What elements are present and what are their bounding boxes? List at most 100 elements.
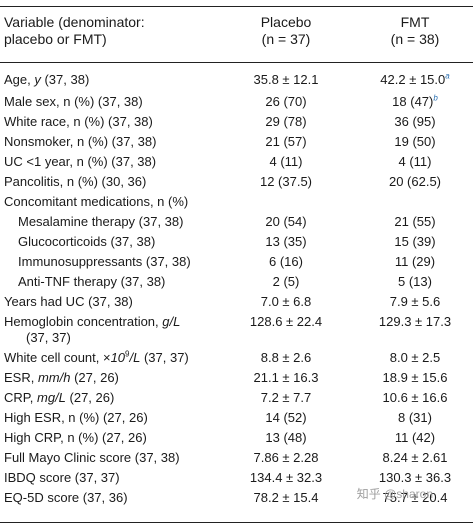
fmt-value: 130.3 ± 36.3: [360, 470, 470, 486]
row-label: UC <1 year, n (%) (37, 38): [4, 154, 156, 170]
row-label: EQ-5D score (37, 36): [4, 490, 128, 506]
fmt-value-text: 7.9 ± 5.6: [389, 294, 441, 309]
row-label-unit: /L: [129, 350, 141, 365]
fmt-value-text: 8.0 ± 2.5: [389, 350, 441, 365]
fmt-value: 75.7 ± 20.4: [360, 490, 470, 506]
fmt-value-text: 11 (29): [394, 254, 436, 269]
row-label-text: Pancolitis, n (%) (30, 36): [4, 174, 147, 189]
row-label-text: Age,: [4, 72, 35, 87]
placebo-value: 12 (37.5): [259, 174, 313, 189]
row-label: Hemoglobin concentration, g/L (37, 37): [4, 314, 180, 346]
placebo-value: 13 (48): [265, 430, 307, 445]
fmt-value: 20 (62.5): [360, 174, 470, 190]
placebo-value: 128.6 ± 22.4: [249, 314, 323, 329]
fmt-value-text: 36 (95): [394, 114, 436, 129]
fmt-value: 11 (42): [360, 430, 470, 446]
row-label-text: Anti-TNF therapy (37, 38): [18, 274, 166, 289]
row-label: Pancolitis, n (%) (30, 36): [4, 174, 146, 190]
fmt-value: 18.9 ± 15.6: [360, 370, 470, 386]
fmt-value-text: 18 (47): [392, 94, 434, 109]
row-label: Glucocorticoids (37, 38): [18, 234, 155, 250]
placebo-value: 29 (78): [265, 114, 307, 129]
fmt-value-text: 18.9 ± 15.6: [382, 370, 448, 385]
row-label: Male sex, n (%) (37, 38): [4, 94, 143, 110]
row-label-text: IBDQ score (37, 37): [4, 470, 120, 485]
row-label-text: EQ-5D score (37, 36): [4, 490, 128, 505]
header-variable-line1: Variable (denominator:: [4, 14, 145, 30]
row-label: CRP, mg/L (27, 26): [4, 390, 114, 406]
placebo-value: 7.86 ± 2.28: [253, 450, 319, 465]
fmt-value-text: 11 (42): [394, 430, 436, 445]
row-label-text: Hemoglobin concentration,: [4, 314, 163, 329]
row-label-text: (27, 26): [65, 390, 115, 405]
row-label: Full Mayo Clinic score (37, 38): [4, 450, 180, 466]
row-label: White cell count, ×109/L (37, 37): [4, 350, 189, 366]
row-label-text: High CRP, n (%) (27, 26): [4, 430, 147, 445]
fmt-value-text: 20 (62.5): [388, 174, 442, 189]
row-label-unit: 10: [110, 350, 126, 365]
fmt-value-text: 21 (55): [394, 214, 436, 229]
fmt-value: 36 (95): [360, 114, 470, 130]
row-label: High ESR, n (%) (27, 26): [4, 410, 148, 426]
header-fmt-line2: (n = 38): [390, 31, 440, 47]
placebo-value: 14 (52): [265, 410, 307, 425]
row-label-text: Years had UC (37, 38): [4, 294, 133, 309]
header-placebo-line2: (n = 37): [261, 31, 311, 47]
row-label-text: Mesalamine therapy (37, 38): [18, 214, 184, 229]
fmt-value: 42.2 ± 15.0a: [360, 72, 470, 88]
row-label-text: White cell count, ×: [4, 350, 111, 365]
row-label-text: UC <1 year, n (%) (37, 38): [4, 154, 157, 169]
row-label: Age, y (37, 38): [4, 72, 89, 88]
footnote-marker: a: [445, 71, 450, 81]
row-label-text: Glucocorticoids (37, 38): [18, 234, 156, 249]
fmt-value: 8.0 ± 2.5: [360, 350, 470, 366]
row-label: Years had UC (37, 38): [4, 294, 133, 310]
row-label-text: White race, n (%) (37, 38): [4, 114, 153, 129]
placebo-value: 2 (5): [272, 274, 300, 289]
fmt-value-text: 5 (13): [398, 274, 432, 289]
header-placebo-line1: Placebo: [260, 14, 312, 30]
row-label: IBDQ score (37, 37): [4, 470, 120, 486]
top-rule: [0, 6, 473, 7]
fmt-value: 129.3 ± 17.3: [360, 314, 470, 330]
row-label: High CRP, n (%) (27, 26): [4, 430, 147, 446]
fmt-value: 18 (47)b: [360, 94, 470, 110]
fmt-value-text: 19 (50): [394, 134, 436, 149]
row-label-sup: 9: [125, 349, 130, 359]
placebo-value: 13 (35): [265, 234, 307, 249]
row-label-unit: y: [34, 72, 41, 87]
row-label: ESR, mm/h (27, 26): [4, 370, 119, 386]
fmt-value: 19 (50): [360, 134, 470, 150]
fmt-value: 5 (13): [360, 274, 470, 290]
row-label-text: (37, 38): [40, 72, 90, 87]
row-label-text: Immunosuppressants (37, 38): [18, 254, 191, 269]
header-variable: Variable (denominator: placebo or FMT): [4, 14, 145, 48]
placebo-value: 26 (70): [265, 94, 307, 109]
fmt-value-text: 75.7 ± 20.4: [382, 490, 448, 505]
row-label-text: (27, 26): [70, 370, 119, 385]
placebo-value: 134.4 ± 32.3: [249, 470, 323, 485]
row-label-text: CRP,: [4, 390, 37, 405]
fmt-value-text: 15 (39): [394, 234, 436, 249]
header-rule: [0, 62, 473, 63]
row-label-text: Male sex, n (%) (37, 38): [4, 94, 143, 109]
row-label-unit: mg/L: [37, 390, 66, 405]
row-label-text: ESR,: [4, 370, 38, 385]
fmt-value-text: 8 (31): [398, 410, 432, 425]
footnote-marker: b: [433, 93, 438, 103]
fmt-value: 21 (55): [360, 214, 470, 230]
fmt-value: 15 (39): [360, 234, 470, 250]
row-label: Nonsmoker, n (%) (37, 38): [4, 134, 156, 150]
fmt-value: 4 (11): [360, 154, 470, 170]
fmt-value-text: 42.2 ± 15.0: [380, 72, 446, 87]
row-label-line2: (37, 37): [26, 330, 71, 345]
placebo-value: 78.2 ± 15.4: [253, 490, 319, 505]
placebo-value: 8.8 ± 2.6: [260, 350, 312, 365]
row-label-unit: mm/h: [37, 370, 71, 385]
row-label-text: Nonsmoker, n (%) (37, 38): [4, 134, 157, 149]
row-label-text: Concomitant medications, n (%): [4, 194, 189, 209]
fmt-value: 10.6 ± 16.6: [360, 390, 470, 406]
fmt-value: 11 (29): [360, 254, 470, 270]
header-fmt-line1: FMT: [400, 14, 430, 30]
placebo-value: 21 (57): [265, 134, 307, 149]
